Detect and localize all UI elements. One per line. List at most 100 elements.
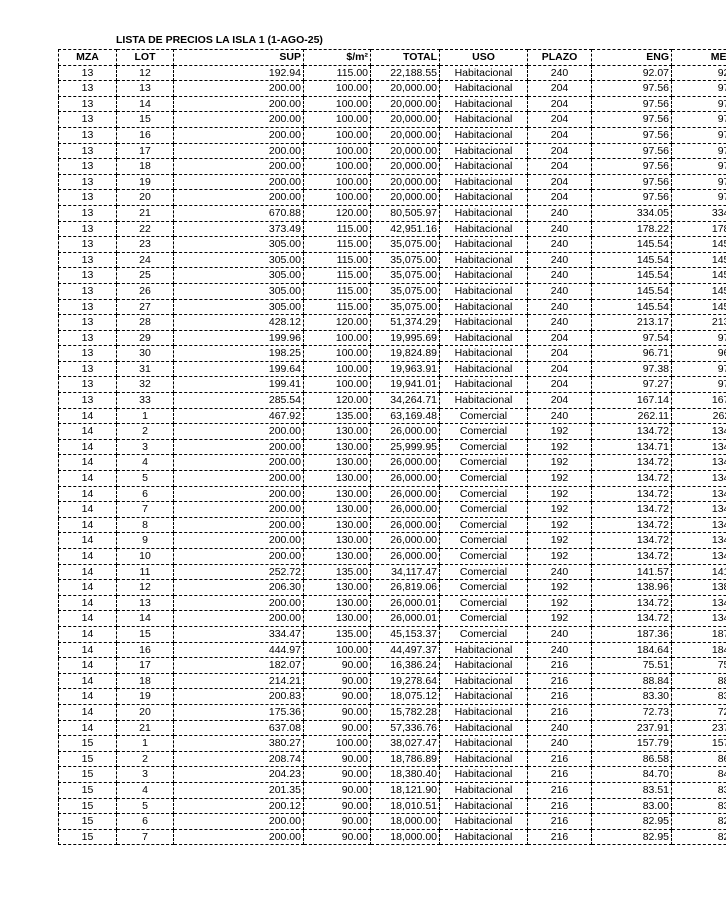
cell-uso: Habitacional [439,126,528,144]
cell-uso: Comercial [439,407,528,425]
cell-lot: 8 [116,516,174,534]
cell-total: 57,336.76 [370,719,440,737]
cell-uso: Comercial [439,610,528,627]
table-row: 13 14 200.00 100.00 20,000.00 Habitacional 204… [58,95,726,113]
cell-pm2: 90.00 [303,750,371,768]
cell-eng: 134.72 [591,516,672,534]
table-row: 14 16 444.97 100.00 44,497.37 Habitacional 240… [58,641,726,659]
cell-lot: 16 [116,641,174,659]
cell-plazo: 204 [527,392,592,409]
cell-plazo: 240 [527,407,592,425]
cell-plazo: 192 [527,516,592,534]
header-row: MZA LOT SUP $/m² TOTAL USO PLAZO ENG MEN… [58,49,726,66]
cell-total: 26,000.01 [370,610,440,627]
cell-mza: 14 [58,657,117,674]
table-row: 13 24 305.00 115.00 35,075.00 Habitacional 240… [58,251,726,269]
cell-lot: 26 [116,282,174,300]
cell-mza: 13 [58,236,117,253]
cell-mens: 86.58 [671,750,726,768]
cell-total: 38,027.47 [370,735,440,752]
cell-pm2: 100.00 [303,158,371,175]
cell-pm2: 130.00 [303,438,371,456]
cell-uso: Comercial [439,485,528,503]
cell-mza: 14 [58,672,117,690]
cell-lot: 33 [116,392,174,409]
cell-mens: 134.72 [671,454,726,472]
col-header-total: TOTAL [370,49,440,66]
cell-plazo: 204 [527,95,592,113]
cell-plazo: 192 [527,610,592,627]
cell-mza: 13 [58,95,117,113]
cell-sup: 637.08 [173,719,304,737]
cell-mens: 178.22 [671,220,726,238]
cell-sup: 206.30 [173,579,304,596]
table-row: 14 19 200.83 90.00 18,075.12 Habitacional 216 8… [58,688,726,705]
cell-eng: 97.56 [591,158,672,175]
cell-total: 16,386.24 [370,657,440,674]
cell-uso: Habitacional [439,220,528,238]
cell-pm2: 130.00 [303,532,371,549]
cell-plazo: 204 [527,376,592,394]
cell-pm2: 135.00 [303,563,371,581]
table-row: 14 14 200.00 130.00 26,000.01 Comercial 192 134… [58,610,726,627]
cell-pm2: 90.00 [303,719,371,737]
cell-eng: 83.30 [591,688,672,705]
cell-mza: 14 [58,501,117,518]
cell-pm2: 90.00 [303,703,371,721]
cell-eng: 82.95 [591,813,672,830]
cell-uso: Habitacional [439,392,528,409]
cell-pm2: 115.00 [303,267,371,284]
cell-eng: 88.84 [591,672,672,690]
cell-mza: 13 [58,158,117,175]
cell-uso: Habitacional [439,298,528,316]
cell-eng: 75.51 [591,657,672,674]
cell-mens: 134.72 [671,516,726,534]
cell-sup: 204.23 [173,766,304,783]
cell-eng: 334.05 [591,204,672,222]
cell-pm2: 115.00 [303,251,371,269]
cell-uso: Habitacional [439,672,528,690]
cell-eng: 97.27 [591,376,672,394]
cell-plazo: 216 [527,813,592,830]
cell-mza: 14 [58,548,117,565]
cell-plazo: 204 [527,189,592,206]
cell-total: 26,000.01 [370,594,440,612]
cell-total: 20,000.00 [370,173,440,191]
cell-total: 19,824.89 [370,345,440,362]
cell-pm2: 115.00 [303,64,371,82]
cell-lot: 9 [116,532,174,549]
cell-pm2: 130.00 [303,594,371,612]
col-header-price-per-m2: $/m² [303,49,371,66]
table-row: 14 4 200.00 130.00 26,000.00 Comercial 192 134.… [58,454,726,472]
sheet-title: LISTA DE PRECIOS LA ISLA 1 (1-AGO-25) [116,34,323,46]
cell-pm2: 100.00 [303,173,371,191]
cell-mza: 15 [58,828,117,846]
cell-pm2: 100.00 [303,111,371,128]
cell-pm2: 90.00 [303,766,371,783]
cell-lot: 2 [116,423,174,440]
table-row: 13 28 428.12 120.00 51,374.29 Habitacional 240… [58,314,726,331]
cell-mens: 145.54 [671,282,726,300]
cell-lot: 20 [116,703,174,721]
table-row: 13 31 199.64 100.00 19,963.91 Habitacional 204… [58,360,726,378]
cell-pm2: 90.00 [303,688,371,705]
cell-sup: 444.97 [173,641,304,659]
cell-mens: 83.51 [671,781,726,799]
cell-eng: 97.38 [591,360,672,378]
cell-total: 22,188.55 [370,64,440,82]
cell-pm2: 130.00 [303,470,371,487]
cell-mza: 13 [58,173,117,191]
cell-mens: 141.57 [671,563,726,581]
cell-lot: 13 [116,594,174,612]
cell-total: 35,075.00 [370,282,440,300]
cell-uso: Comercial [439,454,528,472]
table-row: 14 11 252.72 135.00 34,117.47 Comercial 240 141… [58,563,726,581]
cell-mens: 92.07 [671,64,726,82]
cell-uso: Habitacional [439,95,528,113]
cell-uso: Comercial [439,548,528,565]
cell-mens: 83.00 [671,797,726,815]
cell-total: 20,000.00 [370,80,440,97]
cell-uso: Comercial [439,563,528,581]
cell-sup: 199.64 [173,360,304,378]
cell-mza: 15 [58,766,117,783]
